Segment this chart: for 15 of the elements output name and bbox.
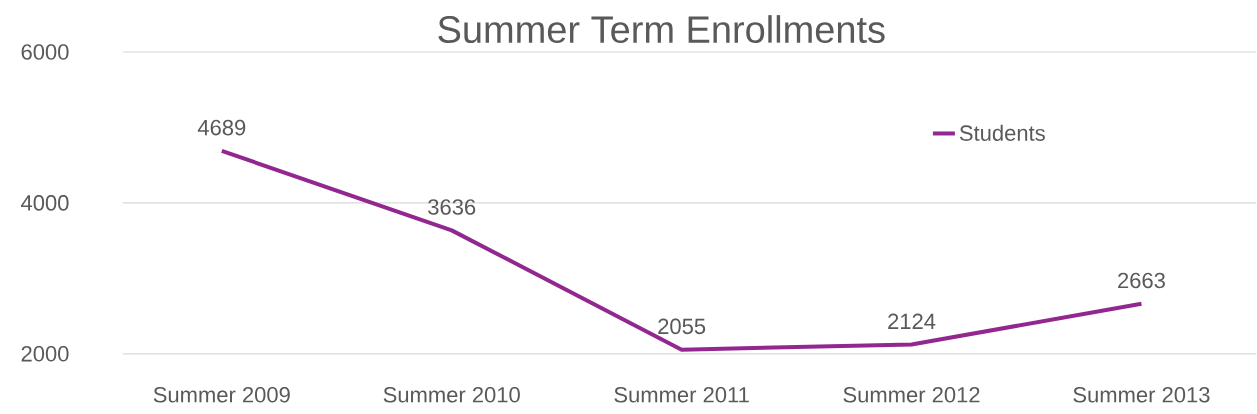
y-tick-label: 2000 — [21, 346, 69, 362]
data-label: 2055 — [658, 318, 706, 335]
chart-title: Summer Term Enrollments — [438, 15, 885, 44]
y-tick-label: 6000 — [21, 44, 69, 60]
data-label: 4689 — [197, 119, 246, 136]
x-tick-label: Summer 2009 — [153, 387, 290, 403]
data-label: 2124 — [888, 313, 936, 330]
data-label: 3636 — [428, 199, 476, 215]
x-tick-label: Summer 2010 — [383, 387, 520, 403]
x-tick-label: Summer 2013 — [1073, 387, 1210, 403]
data-label: 2663 — [1118, 272, 1165, 289]
y-tick-label: 4000 — [21, 195, 69, 211]
legend-label: Students — [959, 124, 1045, 142]
x-tick-label: Summer 2011 — [614, 387, 749, 403]
x-tick-label: Summer 2012 — [843, 387, 980, 403]
